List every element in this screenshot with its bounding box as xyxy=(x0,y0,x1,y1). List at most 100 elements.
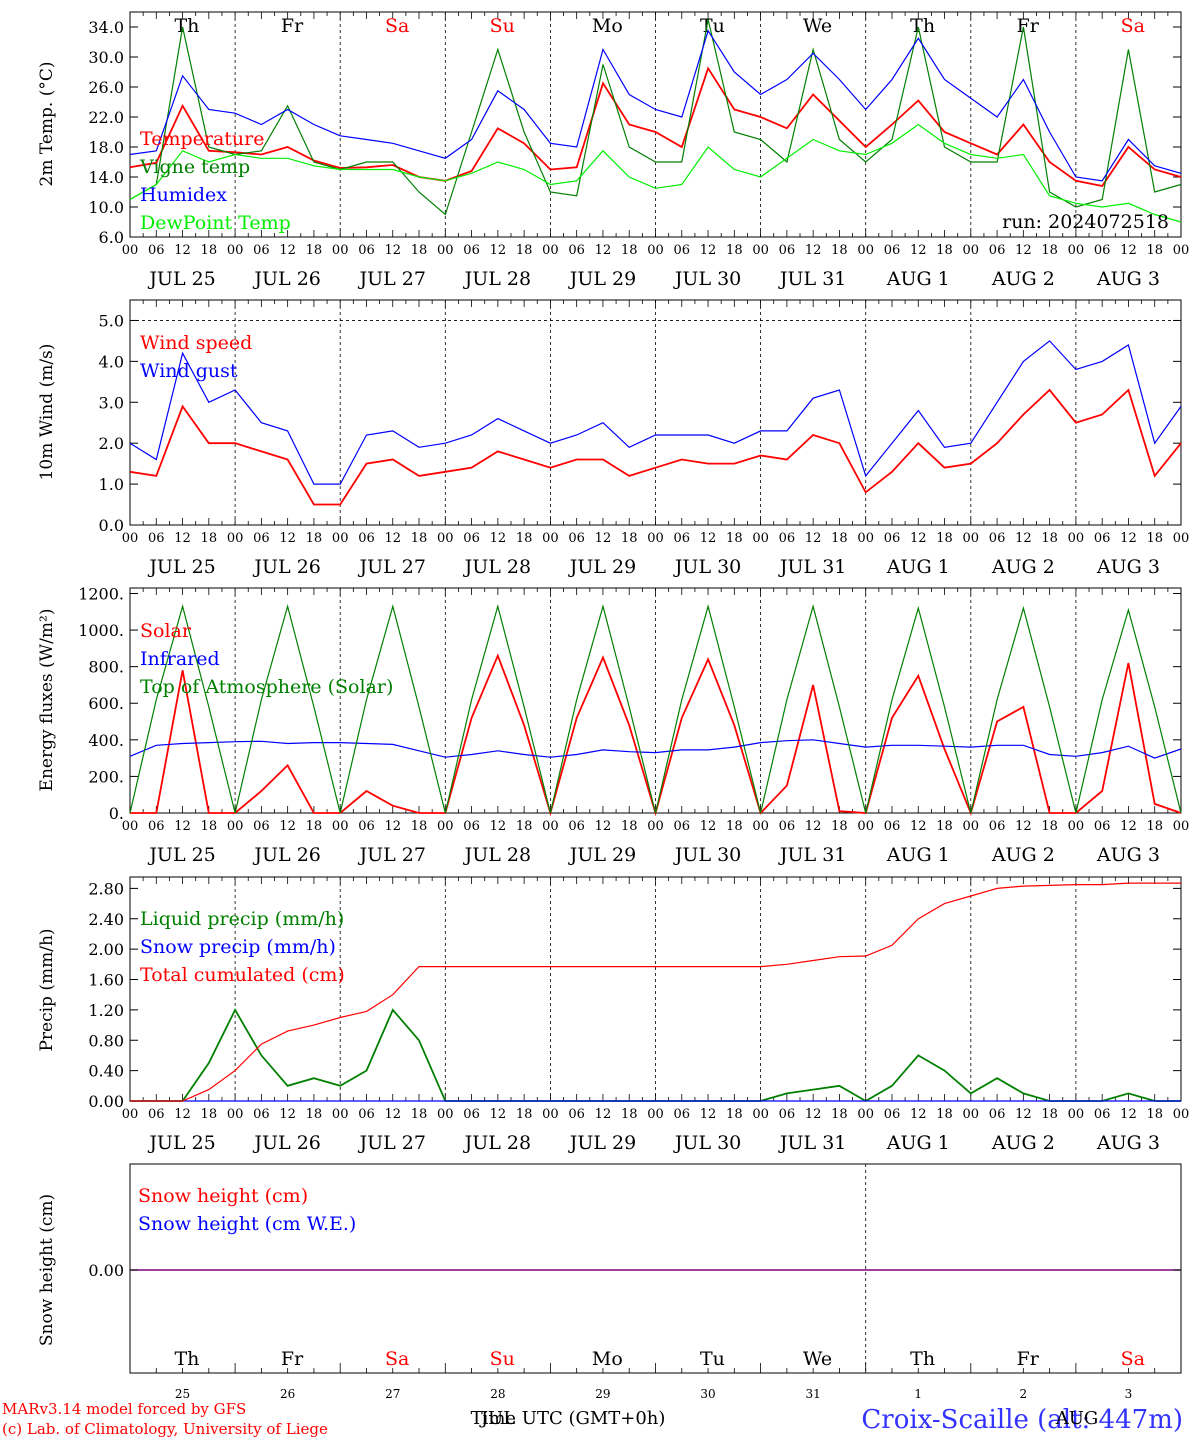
hour-tick-label: 06 xyxy=(358,819,375,834)
day-of-week-label: Su xyxy=(490,1348,515,1370)
hour-tick-label: 12 xyxy=(490,531,507,546)
hour-tick-label: 18 xyxy=(201,243,218,258)
hour-tick-label: 12 xyxy=(279,531,296,546)
date-label: AUG 3 xyxy=(1096,844,1160,866)
hour-tick-label: 18 xyxy=(726,819,743,834)
y-tick-label: 2.40 xyxy=(88,910,124,929)
hour-tick-label: 06 xyxy=(989,819,1006,834)
hour-tick-label: 18 xyxy=(516,1107,533,1122)
hour-tick-label: 00 xyxy=(122,1107,139,1122)
day-number-label: 1 xyxy=(914,1387,922,1401)
hour-tick-label: 06 xyxy=(779,531,796,546)
series-line-0 xyxy=(129,388,1182,506)
hour-tick-label: 18 xyxy=(831,531,848,546)
y-tick-label: 3.0 xyxy=(99,393,124,412)
day-number-label: 28 xyxy=(490,1387,505,1401)
date-label: JUL 25 xyxy=(147,844,215,866)
hour-tick-label: 06 xyxy=(463,819,480,834)
hour-tick-label: 18 xyxy=(936,1107,953,1122)
hour-tick-label: 00 xyxy=(542,243,559,258)
legend-entry: Liquid precip (mm/h) xyxy=(140,908,344,930)
y-tick-label: 2.80 xyxy=(88,879,124,898)
month-label: AUG xyxy=(1055,1408,1099,1429)
hour-tick-label: 00 xyxy=(1068,243,1085,258)
hour-tick-label: 00 xyxy=(332,819,349,834)
hour-tick-label: 00 xyxy=(1173,819,1190,834)
legend-entry: Snow precip (mm/h) xyxy=(140,936,336,958)
hour-tick-label: 06 xyxy=(253,819,270,834)
hour-tick-label: 18 xyxy=(411,1107,428,1122)
hour-tick-label: 18 xyxy=(831,1107,848,1122)
day-number-label: 3 xyxy=(1125,1387,1133,1401)
day-of-week-label: Fr xyxy=(281,15,304,37)
hour-tick-label: 06 xyxy=(884,243,901,258)
date-label: JUL 30 xyxy=(673,1132,741,1154)
run-annotation: run: 2024072518 xyxy=(1002,211,1169,233)
hour-tick-label: 18 xyxy=(1041,531,1058,546)
series-line-1 xyxy=(129,19,1182,216)
hour-tick-label: 00 xyxy=(332,1107,349,1122)
date-label: JUL 29 xyxy=(568,556,636,578)
hour-tick-label: 18 xyxy=(1146,531,1163,546)
hour-tick-label: 18 xyxy=(726,1107,743,1122)
hour-tick-label: 18 xyxy=(1146,819,1163,834)
hour-tick-label: 18 xyxy=(1041,1107,1058,1122)
hour-tick-label: 18 xyxy=(726,531,743,546)
y-tick-label: 22.0 xyxy=(88,108,124,127)
date-label: JUL 31 xyxy=(778,844,846,866)
hour-tick-label: 18 xyxy=(516,531,533,546)
y-tick-label: 5.0 xyxy=(99,311,124,330)
day-of-week-label: Th xyxy=(174,15,199,37)
hour-tick-label: 18 xyxy=(306,243,323,258)
hour-tick-label: 12 xyxy=(384,243,401,258)
date-label: JUL 26 xyxy=(252,556,320,578)
hour-tick-label: 18 xyxy=(516,243,533,258)
hour-tick-label: 12 xyxy=(595,531,612,546)
series-line-2 xyxy=(130,882,1181,1102)
hour-tick-label: 06 xyxy=(358,243,375,258)
day-number-label: 30 xyxy=(700,1387,715,1401)
hour-tick-label: 00 xyxy=(227,1107,244,1122)
hour-tick-label: 00 xyxy=(752,531,769,546)
date-label: JUL 30 xyxy=(673,556,741,578)
y-tick-label: 0.0 xyxy=(99,516,124,535)
hour-tick-label: 00 xyxy=(752,243,769,258)
y-axis-label: Precip (mm/h) xyxy=(37,928,57,1051)
date-label: AUG 1 xyxy=(886,268,950,290)
y-tick-label: 6.0 xyxy=(99,228,124,247)
hour-tick-label: 12 xyxy=(1015,243,1032,258)
hour-tick-label: 12 xyxy=(700,819,717,834)
hour-tick-label: 00 xyxy=(752,819,769,834)
day-of-week-label: Th xyxy=(910,15,935,37)
hour-tick-label: 12 xyxy=(490,819,507,834)
day-number-label: 29 xyxy=(595,1387,610,1401)
hour-tick-label: 12 xyxy=(174,1107,191,1122)
series-line-2 xyxy=(129,604,1182,814)
day-of-week-label: Sa xyxy=(385,1348,409,1370)
hour-tick-label: 12 xyxy=(384,531,401,546)
date-label: JUL 28 xyxy=(463,844,531,866)
series-line-1 xyxy=(129,739,1182,759)
day-of-week-label: Tu xyxy=(700,1348,725,1370)
hour-tick-label: 18 xyxy=(831,243,848,258)
date-label: JUL 29 xyxy=(568,1132,636,1154)
hour-tick-label: 06 xyxy=(148,243,165,258)
date-label: JUL 27 xyxy=(358,844,426,866)
hour-tick-label: 06 xyxy=(779,1107,796,1122)
hour-tick-label: 06 xyxy=(1094,1107,1111,1122)
hour-tick-label: 00 xyxy=(332,531,349,546)
day-of-week-label: Mo xyxy=(592,15,623,37)
y-tick-label: 26.0 xyxy=(88,78,124,97)
hour-tick-label: 18 xyxy=(1041,819,1058,834)
hour-tick-label: 00 xyxy=(1068,531,1085,546)
hour-tick-label: 12 xyxy=(700,243,717,258)
legend-entry: Solar xyxy=(140,620,192,642)
hour-tick-label: 00 xyxy=(857,819,874,834)
day-of-week-label: Sa xyxy=(385,15,409,37)
hour-tick-label: 12 xyxy=(279,819,296,834)
hour-tick-label: 00 xyxy=(227,531,244,546)
hour-tick-label: 06 xyxy=(989,243,1006,258)
hour-tick-label: 12 xyxy=(174,243,191,258)
hour-tick-label: 18 xyxy=(831,819,848,834)
hour-tick-label: 06 xyxy=(884,819,901,834)
